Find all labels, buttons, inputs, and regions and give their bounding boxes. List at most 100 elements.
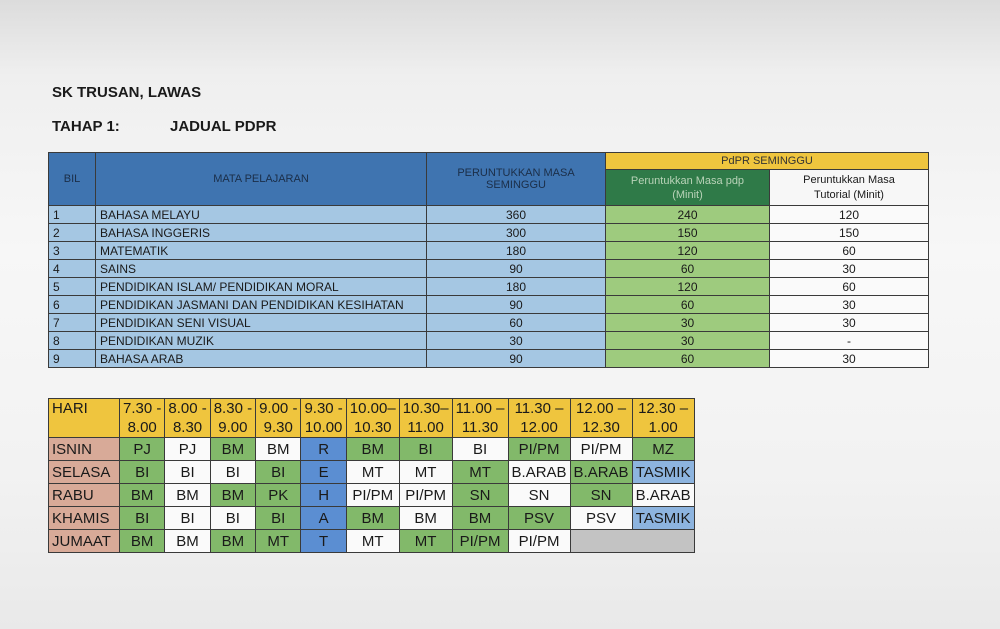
lesson-cell: PK [255, 483, 302, 507]
lesson-cell: BI [255, 460, 302, 484]
subject-name: PENDIDIKAN JASMANI DAN PENDIDIKAN KESIHA… [95, 295, 427, 314]
row-number: 6 [48, 295, 96, 314]
lesson-cell: BM [164, 529, 211, 553]
table-row: 6 PENDIDIKAN JASMANI DAN PENDIDIKAN KESIH… [48, 295, 929, 314]
lesson-cell: BM [118, 483, 166, 507]
lesson-cell: BM [345, 437, 400, 461]
weekly-minutes: 180 [426, 277, 606, 296]
time-start: 10.30– [402, 400, 449, 417]
rehat-letter: R [300, 437, 347, 461]
table-row: 1 BAHASA MELAYU 360 240 120 [48, 205, 929, 224]
day-name: RABU [48, 483, 120, 507]
day-row: RABU BM BM BM PK H PI/PM PI/PM SN SN SN B.ARAB [48, 483, 695, 507]
table-row: 8 PENDIDIKAN MUZIK 30 30- [48, 331, 929, 350]
row-number: 5 [48, 277, 96, 296]
lesson-cell: PSV [569, 506, 633, 530]
lesson-cell: MT [398, 460, 453, 484]
pdp-minutes: 30 [605, 313, 770, 332]
table-row: 3 MATEMATIK 180 120 60 [48, 241, 929, 260]
lesson-cell: B.ARAB [569, 460, 633, 484]
pdp-minutes: 120 [605, 241, 770, 260]
lesson-cell: BI [118, 506, 166, 530]
subject-name: SAINS [95, 259, 427, 278]
lesson-cell: BM [398, 506, 453, 530]
time-slot-header: 11.00 – 11.30 [451, 398, 509, 438]
lesson-cell: PJ [118, 437, 166, 461]
lesson-cell: BI [164, 506, 211, 530]
school-name: SK TRUSAN, LAWAS [52, 84, 202, 101]
lesson-cell: MT [345, 460, 400, 484]
tutorial-minutes: 120 [769, 205, 929, 224]
row-number: 3 [48, 241, 96, 260]
lesson-cell: PI/PM [507, 437, 571, 461]
time-end: 9.30 [263, 419, 293, 436]
day-name: ISNIN [48, 437, 120, 461]
lesson-cell: BI [451, 437, 509, 461]
time-start: 8.30 - [213, 400, 253, 417]
weekly-minutes: 90 [426, 295, 606, 314]
day-row: JUMAAT BM BM BM MT T MT MT PI/PM PI/PM [48, 529, 695, 553]
rehat-letter: E [300, 460, 347, 484]
lesson-cell: BI [209, 506, 257, 530]
lesson-cell: B.ARAB [631, 483, 695, 507]
lesson-cell: PI/PM [569, 437, 633, 461]
lesson-cell: BM [209, 529, 257, 553]
day-name: KHAMIS [48, 506, 120, 530]
weekly-timetable: HARI 7.30 - 8.00 8.00 - 8.30 8.30 - 9.00 9.00 … [48, 398, 695, 553]
col-header-weekly: PERUNTUKKAN MASA SEMINGGU [426, 152, 606, 206]
lesson-cell: PI/PM [398, 483, 453, 507]
lesson-cell: SN [451, 483, 509, 507]
col-header-tutorial: Peruntukkan Masa Tutorial (Minit) [769, 169, 929, 206]
lesson-cell: BI [118, 460, 166, 484]
lesson-cell: BI [255, 506, 302, 530]
time-allocation-table: BIL MATA PELAJARAN PERUNTUKKAN MASA SEMI… [48, 151, 929, 368]
time-start: 11.00 – [455, 400, 505, 417]
col-header-pdp-line2: (Minit) [672, 188, 703, 201]
time-start: 12.00 – [576, 400, 627, 417]
table-row: 4 SAINS 90 60 30 [48, 259, 929, 278]
day-name: JUMAAT [48, 529, 120, 553]
col-header-pdpr: PdPR SEMINGGU [605, 151, 929, 171]
time-slot-header: 10.30– 11.00 [398, 398, 453, 438]
time-start: 10.00– [349, 400, 396, 417]
time-end: 8.00 [127, 419, 157, 436]
level-label: TAHAP 1: [52, 118, 120, 135]
lesson-cell: BI [398, 437, 453, 461]
lesson-cell: B.ARAB [507, 460, 571, 484]
col-header-tutorial-line2: Tutorial (Minit) [814, 188, 884, 201]
subject-name: PENDIDIKAN ISLAM/ PENDIDIKAN MORAL [95, 277, 427, 296]
subject-name: PENDIDIKAN MUZIK [95, 331, 427, 350]
lesson-cell: MT [255, 529, 302, 553]
time-slot-header: 8.00 - 8.30 [164, 398, 211, 438]
subject-name: BAHASA INGGERIS [95, 223, 427, 242]
table-row: 7 PENDIDIKAN SENI VISUAL 60 30 30 [48, 313, 929, 332]
col-header-weekly-line1: PERUNTUKKAN MASA [457, 167, 575, 179]
lesson-cell: TASMIK [631, 460, 695, 484]
tutorial-minutes: 60 [769, 277, 929, 296]
col-header-pdp-line1: Peruntukkan Masa pdp [630, 174, 745, 187]
lesson-cell: PI/PM [451, 529, 509, 553]
table-row: 5 PENDIDIKAN ISLAM/ PENDIDIKAN MORAL 180 12… [48, 277, 929, 296]
subject-name: MATEMATIK [95, 241, 427, 260]
time-slot-header: 12.30 – 1.00 [631, 398, 695, 438]
lesson-cell: T [300, 529, 347, 553]
table-row: 2 BAHASA INGGERIS 300 150 150 [48, 223, 929, 242]
time-start: 7.30 - [123, 400, 162, 417]
row-number: 1 [48, 205, 96, 224]
time-slot-header: 12.00 – 12.30 [569, 398, 633, 438]
subject-name: BAHASA ARAB [95, 349, 427, 368]
time-start: 9.00 - [259, 400, 298, 417]
weekly-minutes: 90 [426, 349, 606, 368]
time-slot-header: 9.00 - 9.30 [255, 398, 302, 438]
lesson-cell: BM [451, 506, 509, 530]
pdp-minutes: 150 [605, 223, 770, 242]
tutorial-minutes: 30 [769, 349, 929, 368]
time-start: 12.30 – [638, 400, 689, 417]
lesson-cell: PJ [164, 437, 211, 461]
lesson-cell: PSV [507, 506, 571, 530]
lesson-cell: MT [398, 529, 453, 553]
lesson-cell: SN [569, 483, 633, 507]
lesson-cell: BM [209, 437, 257, 461]
pdp-minutes: 60 [605, 259, 770, 278]
pdp-minutes: 120 [605, 277, 770, 296]
